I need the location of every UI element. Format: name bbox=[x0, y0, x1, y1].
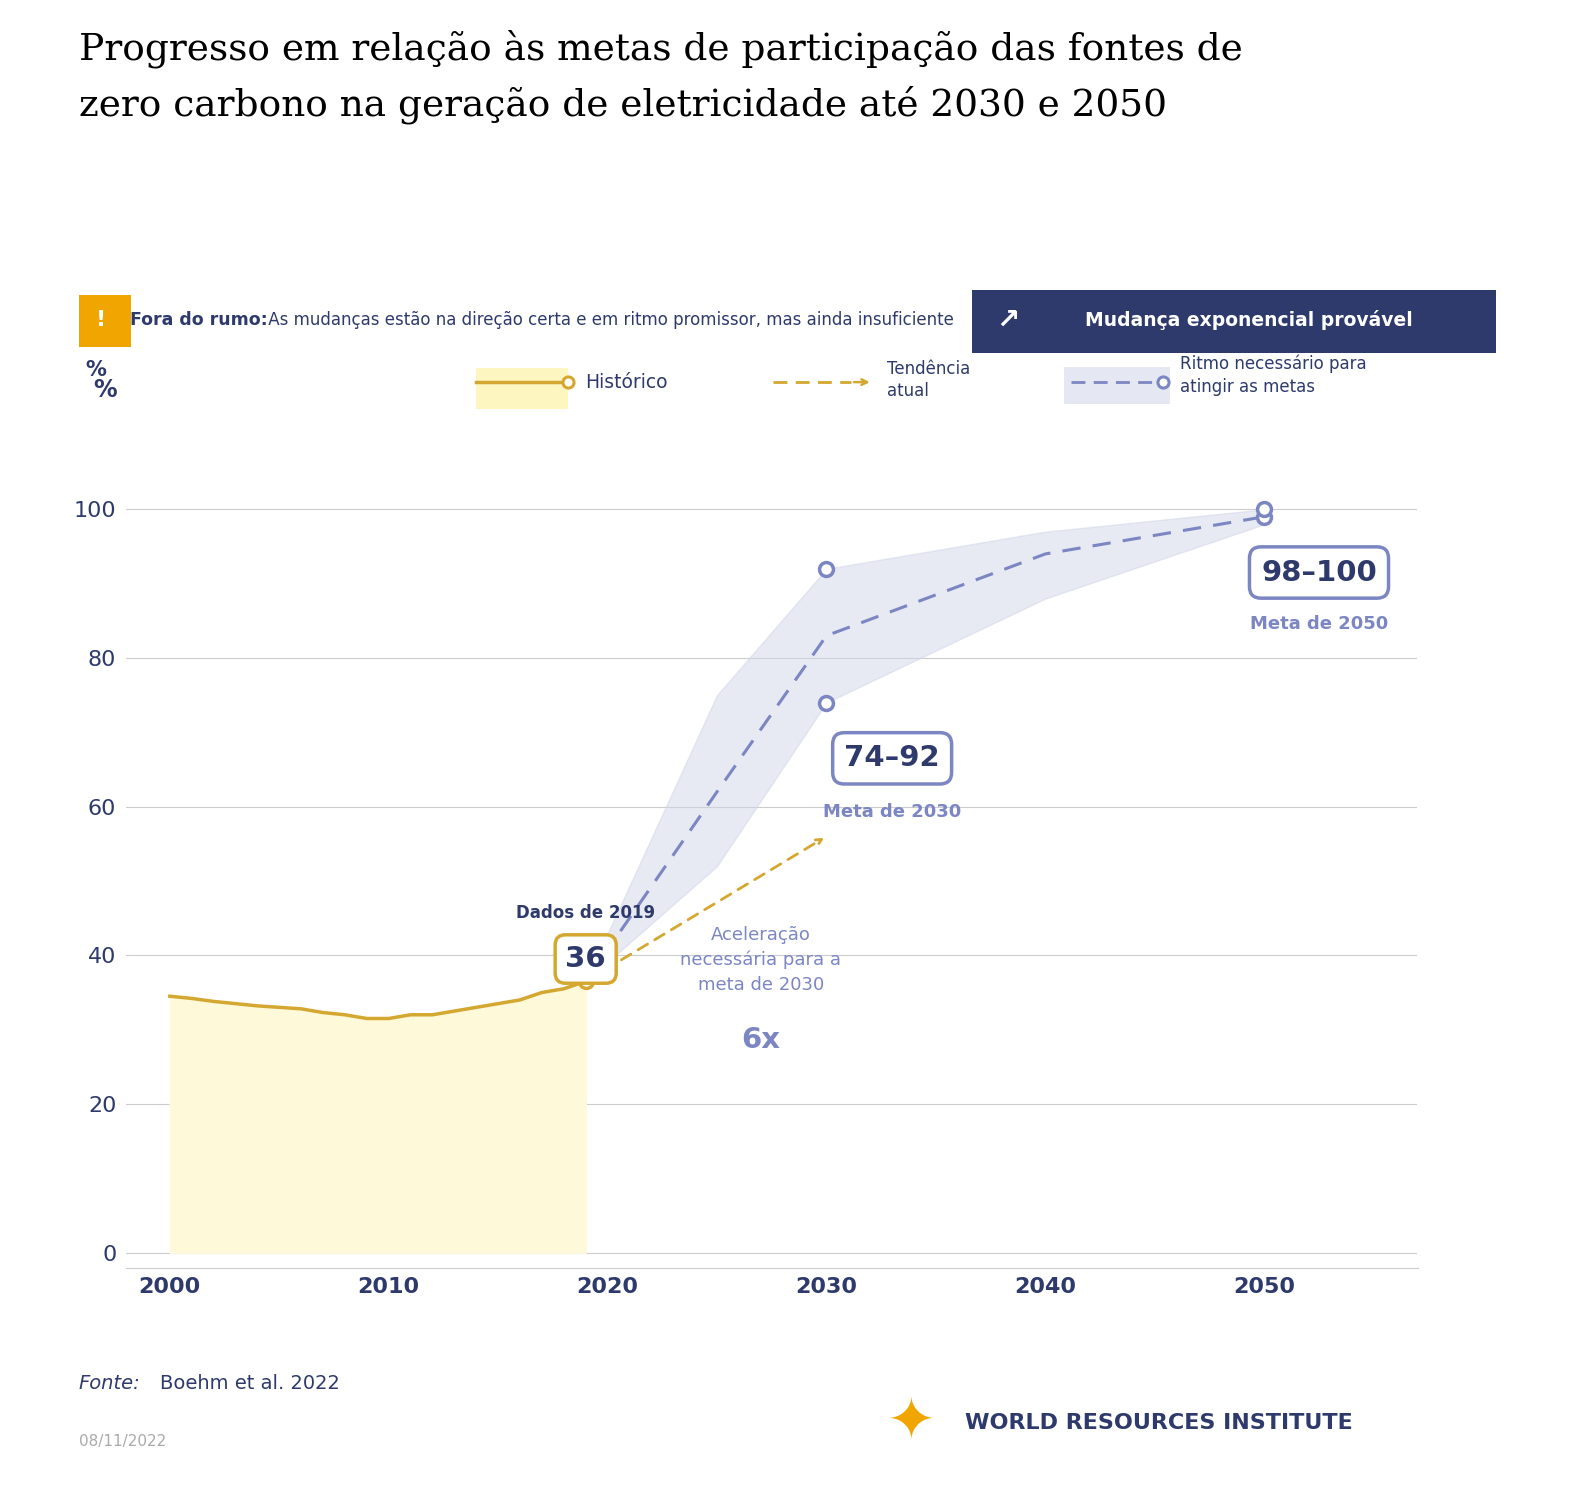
Text: %: % bbox=[94, 378, 117, 402]
FancyBboxPatch shape bbox=[972, 290, 1496, 352]
FancyBboxPatch shape bbox=[72, 296, 131, 346]
Text: Mudança exponencial provável: Mudança exponencial provável bbox=[1085, 309, 1413, 330]
FancyBboxPatch shape bbox=[1065, 368, 1170, 405]
Text: Aceleração
necessária para a
meta de 2030: Aceleração necessária para a meta de 203… bbox=[680, 926, 841, 994]
Text: Meta de 2030: Meta de 2030 bbox=[824, 802, 961, 820]
Text: Progresso em relação às metas de participação das fontes de
zero carbono na gera: Progresso em relação às metas de partici… bbox=[79, 30, 1243, 123]
Text: Tendência
atual: Tendência atual bbox=[887, 360, 970, 401]
Text: Meta de 2050: Meta de 2050 bbox=[1251, 615, 1388, 633]
Text: ✦: ✦ bbox=[887, 1395, 936, 1452]
Text: WORLD RESOURCES INSTITUTE: WORLD RESOURCES INSTITUTE bbox=[964, 1413, 1353, 1432]
FancyBboxPatch shape bbox=[476, 368, 567, 410]
Text: %: % bbox=[87, 360, 107, 380]
Text: Histórico: Histórico bbox=[584, 372, 668, 392]
Text: Ritmo necessário para
atingir as metas: Ritmo necessário para atingir as metas bbox=[1180, 356, 1367, 396]
Text: 74–92: 74–92 bbox=[844, 744, 940, 772]
Text: 08/11/2022: 08/11/2022 bbox=[79, 1434, 165, 1449]
Text: 6x: 6x bbox=[742, 1026, 780, 1054]
Text: !: ! bbox=[96, 309, 107, 330]
Text: As mudanças estão na direção certa e em ritmo promissor, mas ainda insuficiente: As mudanças estão na direção certa e em … bbox=[263, 310, 954, 328]
Text: Dados de 2019: Dados de 2019 bbox=[517, 904, 655, 922]
Text: Fora do rumo:: Fora do rumo: bbox=[129, 310, 268, 328]
Text: Fonte:: Fonte: bbox=[79, 1374, 140, 1394]
Text: Boehm et al. 2022: Boehm et al. 2022 bbox=[159, 1374, 340, 1394]
Text: 36: 36 bbox=[565, 945, 606, 974]
Text: ↗: ↗ bbox=[995, 306, 1019, 333]
Text: 98–100: 98–100 bbox=[1262, 558, 1377, 586]
